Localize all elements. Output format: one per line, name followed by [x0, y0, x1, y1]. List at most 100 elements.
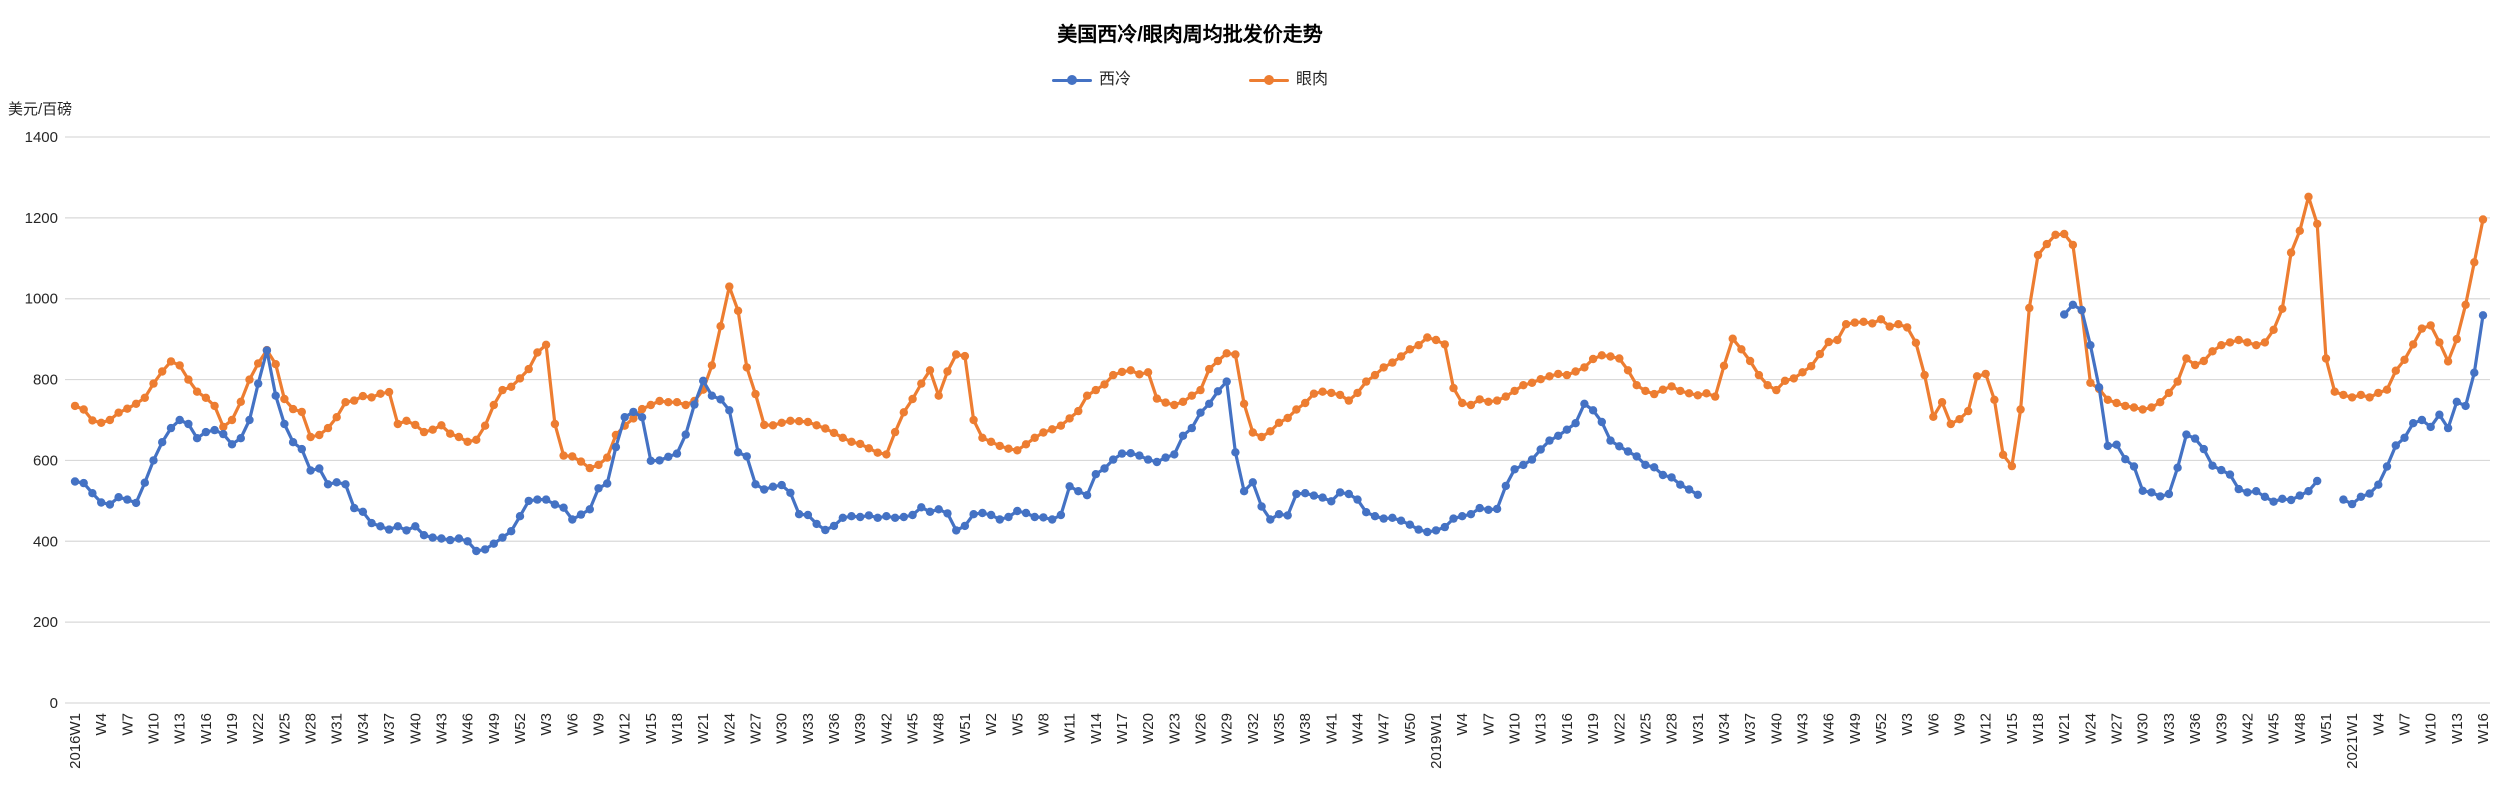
data-point: [786, 416, 795, 425]
x-tick-label-W49: W49: [1847, 713, 1864, 744]
data-point: [1048, 515, 1057, 524]
data-point: [2103, 395, 2112, 404]
data-point: [1876, 315, 1886, 324]
data-point: [123, 495, 132, 504]
data-point: [332, 478, 341, 487]
data-point: [2269, 497, 2278, 506]
x-tick-label-W51: W51: [2318, 713, 2335, 744]
data-point: [2452, 397, 2461, 406]
data-point: [1641, 460, 1650, 470]
data-point: [1615, 354, 1624, 363]
data-point: [2225, 470, 2235, 479]
data-point: [2129, 403, 2139, 412]
data-point: [1519, 460, 1528, 470]
data-point: [2156, 398, 2165, 407]
data-point: [1623, 447, 1633, 456]
data-point: [943, 509, 952, 518]
x-tick-label-W12: W12: [1978, 713, 1995, 744]
data-point: [489, 539, 498, 548]
data-point: [1362, 508, 1371, 517]
data-point: [507, 382, 516, 391]
x-tick-label-W17: W17: [1114, 713, 1131, 744]
legend-item-xileng[interactable]: 西冷: [1051, 72, 1131, 88]
data-point: [952, 350, 961, 359]
data-point: [2208, 461, 2217, 470]
x-tick-label-W3: W3: [538, 713, 555, 736]
x-tick-label-W43: W43: [1794, 713, 1811, 744]
data-point: [768, 421, 778, 430]
data-point: [1152, 457, 1162, 467]
x-tick-label-W37: W37: [1742, 713, 1759, 744]
data-point: [1004, 512, 1013, 522]
data-point: [1632, 381, 1641, 390]
data-point: [1283, 413, 1292, 423]
data-point: [1292, 405, 1301, 414]
x-tick-label-W4: W4: [93, 713, 110, 736]
data-point: [986, 437, 996, 446]
data-point: [873, 448, 882, 457]
data-point: [1510, 386, 1519, 396]
data-point: [1833, 335, 1842, 345]
data-point: [533, 348, 542, 357]
data-point: [2435, 338, 2444, 347]
data-point: [2182, 354, 2191, 363]
data-point: [1353, 495, 1362, 504]
data-point: [594, 460, 603, 470]
data-point: [2365, 393, 2374, 402]
data-point: [341, 480, 350, 489]
data-point: [559, 503, 568, 512]
data-point: [1126, 366, 1135, 375]
data-point: [524, 364, 533, 374]
data-point: [367, 393, 376, 402]
data-point: [2217, 341, 2226, 350]
data-point: [2086, 378, 2095, 387]
x-tick-label-W48: W48: [931, 713, 948, 744]
data-point: [742, 363, 751, 372]
data-point: [149, 379, 158, 388]
data-point: [1405, 520, 1415, 529]
data-point: [1964, 406, 1973, 416]
data-point: [419, 427, 429, 437]
data-point: [1911, 338, 1921, 347]
data-point: [960, 351, 970, 361]
x-tick-label-W15: W15: [2004, 713, 2021, 744]
data-point: [1056, 421, 1066, 430]
data-point: [2409, 419, 2418, 428]
data-point: [1449, 383, 1458, 393]
data-point: [288, 404, 298, 414]
data-point: [1702, 389, 1711, 398]
data-point: [2033, 250, 2043, 260]
data-point: [1466, 400, 1476, 410]
x-tick-label-W34: W34: [355, 713, 372, 744]
data-point: [1571, 367, 1580, 376]
data-point: [594, 484, 603, 493]
y-tick-label-1400: 1400: [25, 129, 58, 146]
data-point: [1693, 391, 1703, 400]
data-point: [664, 452, 673, 461]
data-point: [2304, 192, 2313, 201]
data-point: [856, 512, 865, 522]
data-point: [2260, 338, 2270, 347]
x-tick-label-W12: W12: [617, 713, 634, 744]
x-tick-label-W23: W23: [1166, 713, 1183, 744]
data-point: [1335, 488, 1345, 497]
data-point: [2400, 355, 2409, 364]
legend-item-yanrou[interactable]: 眼肉: [1249, 72, 1328, 88]
x-tick-label-W10: W10: [2423, 713, 2440, 744]
data-point: [629, 414, 638, 423]
data-point: [114, 493, 123, 502]
data-point: [873, 513, 882, 522]
data-point: [2103, 441, 2112, 451]
data-point: [1466, 510, 1476, 519]
data-point: [2007, 461, 2017, 471]
data-point: [2112, 440, 2121, 449]
data-point: [166, 357, 176, 366]
x-tick-label-W38: W38: [1297, 713, 1314, 744]
data-point: [1344, 396, 1354, 405]
data-point: [2286, 248, 2296, 257]
data-point: [1388, 513, 1397, 522]
data-point: [821, 424, 830, 433]
data-point: [1981, 369, 1990, 379]
data-point: [2042, 239, 2051, 249]
x-tick-label-W9: W9: [1952, 713, 1969, 736]
